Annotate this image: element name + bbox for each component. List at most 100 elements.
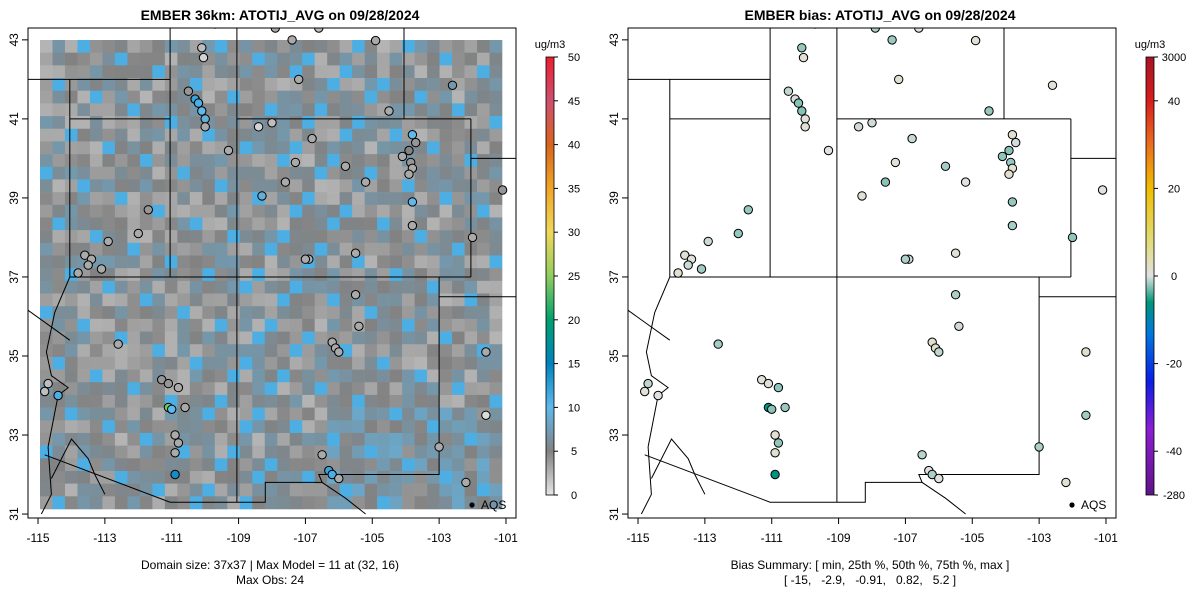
model-grid-cell: [302, 293, 316, 307]
model-grid-cell: [252, 103, 266, 117]
model-grid-cell: [127, 470, 141, 484]
station-marker: [1097, 185, 1108, 195]
station-marker: [798, 52, 809, 63]
model-grid-cell: [127, 40, 141, 53]
model-grid-cell: [352, 382, 365, 396]
model-grid-cell: [289, 116, 303, 130]
model-grid-cell: [77, 230, 91, 244]
station-marker: [200, 114, 210, 124]
model-grid-cell: [389, 331, 403, 345]
model-grid-cell: [77, 217, 91, 231]
model-grid-cell: [464, 90, 478, 104]
model-grid-cell: [477, 217, 490, 231]
model-grid-cell: [177, 192, 191, 206]
model-grid-cell: [164, 331, 178, 345]
state-boundary: [44, 277, 440, 503]
model-grid-cell: [389, 128, 403, 142]
model-grid-cell: [289, 268, 303, 282]
model-grid-cell: [327, 268, 340, 282]
model-grid-cell: [277, 268, 291, 282]
model-grid-cell: [252, 458, 266, 472]
model-grid-cell: [64, 179, 78, 193]
model-grid-cell: [227, 154, 241, 168]
model-grid-cell: [89, 356, 103, 370]
model-grid-cell: [439, 255, 453, 269]
colorbar-tick-label: -280: [1163, 490, 1185, 502]
model-grid-cell: [89, 116, 103, 130]
right-caption-line-2: [ -15, -2.9, -0.91, 0.82, 5.2 ]: [783, 573, 957, 587]
model-grid-cell: [389, 116, 403, 130]
model-grid-cell: [402, 318, 415, 332]
station-marker: [334, 347, 344, 357]
model-grid-cell: [439, 369, 453, 383]
model-grid-cell: [77, 470, 91, 484]
model-grid-cell: [264, 280, 278, 294]
model-grid-cell: [77, 78, 91, 92]
model-grid-cell: [464, 432, 478, 446]
model-grid-cell: [414, 90, 428, 104]
model-grid-cell: [414, 293, 428, 307]
station-marker: [180, 402, 190, 413]
model-grid-cell: [177, 369, 191, 383]
model-grid-cell: [264, 394, 278, 408]
model-grid-cell: [64, 154, 78, 168]
model-grid-cell: [252, 432, 266, 446]
model-grid-cell: [277, 103, 291, 117]
model-grid-cell: [114, 445, 128, 459]
station-marker: [411, 137, 421, 148]
model-grid-cell: [302, 331, 316, 345]
model-grid-cell: [127, 217, 141, 231]
model-grid-cell: [314, 344, 328, 358]
model-grid-cell: [414, 458, 428, 472]
model-grid-cell: [489, 483, 503, 497]
model-grid-cell: [477, 128, 490, 142]
model-grid-cell: [52, 344, 66, 358]
model-grid-cell: [189, 179, 203, 193]
model-grid-cell: [102, 280, 116, 294]
model-grid-cell: [227, 318, 241, 332]
model-grid-cell: [477, 141, 490, 155]
model-grid-cell: [464, 394, 478, 408]
model-grid-cell: [114, 268, 128, 282]
model-grid-cell: [64, 242, 78, 256]
model-grid-cell: [77, 192, 91, 206]
model-grid-cell: [239, 192, 253, 206]
model-grid-cell: [377, 394, 390, 408]
model-grid-cell: [189, 78, 203, 92]
model-grid-cell: [314, 369, 328, 383]
model-grid-cell: [464, 369, 478, 383]
model-grid-cell: [352, 445, 365, 459]
model-grid-cell: [164, 141, 178, 155]
model-grid-cell: [452, 356, 465, 370]
model-grid-cell: [177, 483, 191, 497]
model-grid-cell: [189, 407, 203, 421]
model-grid-cell: [264, 344, 278, 358]
model-grid-cell: [102, 356, 116, 370]
y-tick-label: 33: [607, 428, 621, 442]
model-grid-cell: [452, 280, 465, 294]
model-grid-cell: [152, 407, 166, 421]
model-grid-cell: [277, 141, 291, 155]
model-grid-cell: [127, 204, 141, 218]
model-grid-cell: [152, 268, 166, 282]
model-grid-cell: [414, 280, 428, 294]
model-grid-cell: [414, 179, 428, 193]
model-grid-cell: [189, 268, 203, 282]
model-grid-cell: [40, 331, 53, 345]
model-grid-cell: [302, 496, 316, 510]
model-grid-cell: [102, 242, 116, 256]
station-marker: [1007, 220, 1018, 231]
model-grid-cell: [302, 432, 316, 446]
model-grid-cell: [239, 255, 253, 269]
model-grid-cell: [402, 344, 415, 358]
model-grid-cell: [127, 306, 141, 320]
model-grid-cell: [164, 154, 178, 168]
model-grid-cell: [364, 445, 378, 459]
model-grid-cell: [189, 192, 203, 206]
model-grid-cell: [114, 154, 128, 168]
model-grid-cell: [389, 394, 403, 408]
model-grid-cell: [277, 78, 291, 92]
model-grid-cell: [52, 420, 66, 434]
model-grid-cell: [40, 166, 53, 180]
model-grid-cell: [252, 344, 266, 358]
